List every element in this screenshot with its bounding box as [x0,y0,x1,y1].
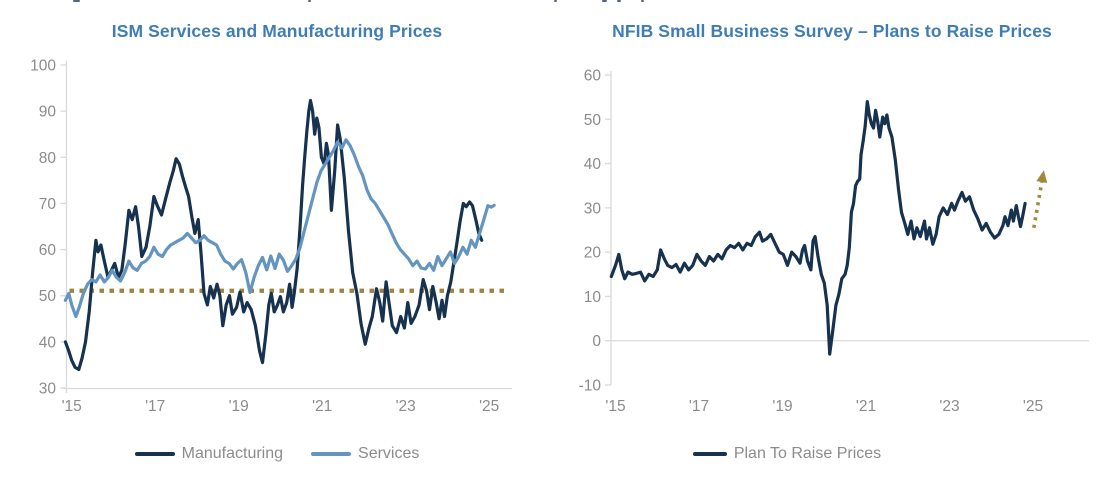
ism-prices-line-chart: 30 40 50 60 70 80 90 100 '15 '17 '19 '21 '23 '25 [30,58,512,415]
svg-text:'25: '25 [1023,398,1043,415]
svg-text:60: 60 [584,68,602,85]
svg-text:'21: '21 [856,398,876,415]
chart-panel-ism: 30 40 50 60 70 80 90 100 '15 '17 '19 '21 '23 '25 ISM … [0,0,554,481]
svg-text:100: 100 [30,58,56,75]
cropped-text-mark [602,0,607,2]
plan-to-raise-prices-line-swatch [692,452,727,456]
svg-text:0: 0 [592,333,601,350]
services-line-swatch [311,452,352,456]
svg-text:40: 40 [39,334,57,351]
chart-panel-nfib: -10 0 10 20 30 40 50 60 '15 '17 '19 '21 '23 '25 NFIB … [555,0,1109,481]
svg-text:40: 40 [584,156,602,173]
svg-text:-10: -10 [579,378,602,395]
svg-text:'21: '21 [312,398,332,415]
svg-text:'17: '17 [689,398,709,415]
svg-text:50: 50 [39,288,57,305]
svg-text:10: 10 [584,289,602,306]
svg-text:'15: '15 [605,398,625,415]
cropped-text-remnant [0,0,1109,4]
legend-item-services: Services [311,445,419,463]
cropped-text-mark [554,0,557,2]
manufacturing-line-swatch [134,452,175,456]
svg-text:70: 70 [39,196,57,213]
svg-text:'25: '25 [479,398,499,415]
legend-ism: Manufacturing Services [0,445,554,463]
svg-text:30: 30 [39,381,57,398]
cropped-text-mark [73,0,80,2]
svg-text:50: 50 [584,112,602,129]
svg-text:'23: '23 [939,398,959,415]
chart-title-nfib: NFIB Small Business Survey – Plans to Ra… [612,21,1052,41]
legend-item-manufacturing: Manufacturing [134,445,284,463]
legend-label-manufacturing: Manufacturing [181,445,284,462]
legend-label-services: Services [358,445,420,462]
svg-text:'17: '17 [145,398,165,415]
svg-text:'23: '23 [396,398,416,415]
cropped-text-mark [308,0,311,2]
svg-text:'19: '19 [772,398,792,415]
svg-text:20: 20 [584,245,602,262]
chart-title-ism: ISM Services and Manufacturing Prices [111,21,443,41]
cropped-text-mark [641,0,644,2]
legend-nfib: Plan To Raise Prices [510,445,1064,463]
nfib-line-chart: -10 0 10 20 30 40 50 60 '15 '17 '19 '21 '23 '25 [579,68,1089,415]
svg-text:80: 80 [39,150,57,167]
legend-item-plan-to-raise-prices: Plan To Raise Prices [692,445,882,463]
cropped-text-mark [617,0,621,2]
legend-label-plan-to-raise-prices: Plan To Raise Prices [733,445,882,462]
svg-text:60: 60 [39,242,57,259]
svg-text:90: 90 [39,104,57,121]
svg-text:30: 30 [584,200,602,217]
svg-text:'15: '15 [62,398,82,415]
svg-text:'19: '19 [229,398,249,415]
